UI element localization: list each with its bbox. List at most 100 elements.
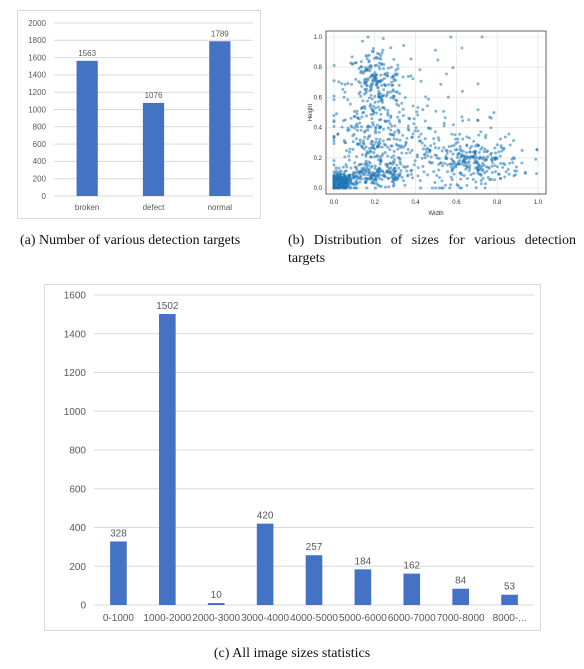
scatter-point: [384, 162, 388, 166]
scatter-point: [386, 126, 390, 130]
data-label: 257: [306, 542, 323, 553]
scatter-point: [391, 184, 395, 188]
scatter-point: [503, 175, 507, 179]
x-tick-label: 2000-3000: [192, 613, 240, 624]
scatter-point: [486, 165, 490, 169]
scatter-point: [356, 142, 360, 146]
scatter-point: [473, 144, 477, 148]
scatter-point: [409, 74, 413, 78]
scatter-point: [375, 81, 379, 85]
scatter-point: [511, 161, 515, 165]
scatter-point: [449, 35, 453, 39]
scatter-point: [467, 136, 471, 140]
scatter-point: [388, 122, 392, 126]
scatter-point: [513, 169, 517, 173]
scatter-point: [357, 67, 361, 71]
scatter-point: [345, 185, 349, 189]
scatter-point: [421, 147, 425, 151]
scatter-point: [358, 180, 362, 184]
scatter-point: [365, 99, 369, 103]
scatter-point: [381, 152, 385, 156]
scatter-point: [355, 112, 359, 116]
scatter-point: [369, 93, 373, 97]
scatter-point: [411, 77, 415, 81]
scatter-point: [389, 116, 393, 120]
scatter-point: [332, 163, 336, 167]
scatter-point: [373, 100, 377, 104]
scatter-point: [391, 176, 395, 180]
scatter-point: [383, 120, 387, 124]
caption-a: (a) Number of various detection targets: [20, 233, 241, 248]
scatter-point: [360, 69, 364, 73]
scatter-point: [478, 155, 482, 159]
scatter-point: [412, 117, 416, 121]
scatter-point: [396, 115, 400, 119]
scatter-point: [406, 74, 410, 78]
scatter-point: [367, 160, 371, 164]
scatter-point: [427, 126, 431, 130]
scatter-point: [403, 183, 407, 187]
scatter-point: [520, 161, 524, 165]
scatter-point: [395, 138, 399, 142]
y-tick-label: 1800: [28, 36, 46, 45]
scatter-point: [400, 144, 404, 148]
scatter-point: [513, 173, 517, 177]
x-tick-label: 0.6: [452, 200, 461, 206]
scatter-point: [377, 65, 381, 69]
scatter-point: [377, 89, 381, 93]
scatter-point: [342, 95, 346, 99]
scatter-point: [426, 146, 430, 150]
scatter-point: [401, 107, 405, 111]
scatter-point: [457, 160, 461, 164]
scatter-point: [398, 171, 402, 175]
scatter-point: [362, 92, 366, 96]
scatter-point: [376, 123, 380, 127]
scatter-point: [356, 125, 360, 129]
scatter-point: [373, 71, 377, 75]
scatter-point: [415, 110, 419, 114]
scatter-point: [456, 140, 460, 144]
scatter-point: [378, 176, 382, 180]
scatter-point: [364, 159, 368, 163]
scatter-point: [332, 79, 336, 83]
x-tick-label: 0.8: [493, 200, 502, 206]
scatter-point: [376, 170, 380, 174]
scatter-point: [365, 84, 369, 88]
scatter-point: [473, 154, 477, 158]
scatter-point: [377, 92, 381, 96]
scatter-point: [418, 68, 422, 72]
y-tick-label: 1200: [64, 368, 87, 379]
scatter-point: [378, 118, 382, 122]
scatter-point: [486, 155, 490, 159]
y-tick-label: 0.8: [314, 65, 323, 71]
bar: [159, 313, 176, 605]
scatter-point: [386, 66, 390, 70]
scatter-point: [421, 164, 425, 168]
scatter-point: [465, 183, 469, 187]
scatter-point: [423, 144, 427, 148]
scatter-point: [442, 124, 446, 128]
y-tick-label: 0.6: [314, 95, 323, 101]
scatter-point: [476, 169, 480, 173]
scatter-point: [463, 155, 467, 159]
scatter-point: [361, 168, 365, 172]
scatter-point: [479, 130, 483, 134]
scatter-point: [433, 130, 437, 134]
scatter-point: [459, 177, 463, 181]
data-label: 162: [403, 561, 420, 572]
scatter-point: [353, 126, 357, 130]
scatter-point: [392, 166, 396, 170]
scatter-point: [392, 180, 396, 184]
scatter-point: [381, 36, 385, 40]
plot-frame: [325, 30, 547, 195]
scatter-point: [332, 114, 336, 118]
scatter-point: [336, 186, 340, 190]
scatter-point: [379, 73, 383, 77]
scatter-point: [483, 136, 487, 140]
scatter-point: [362, 110, 366, 114]
scatter-point: [465, 176, 469, 180]
scatter-point: [367, 60, 371, 64]
y-tick-label: 1400: [64, 329, 87, 340]
scatter-point: [461, 149, 465, 153]
scatter-point: [425, 104, 429, 108]
